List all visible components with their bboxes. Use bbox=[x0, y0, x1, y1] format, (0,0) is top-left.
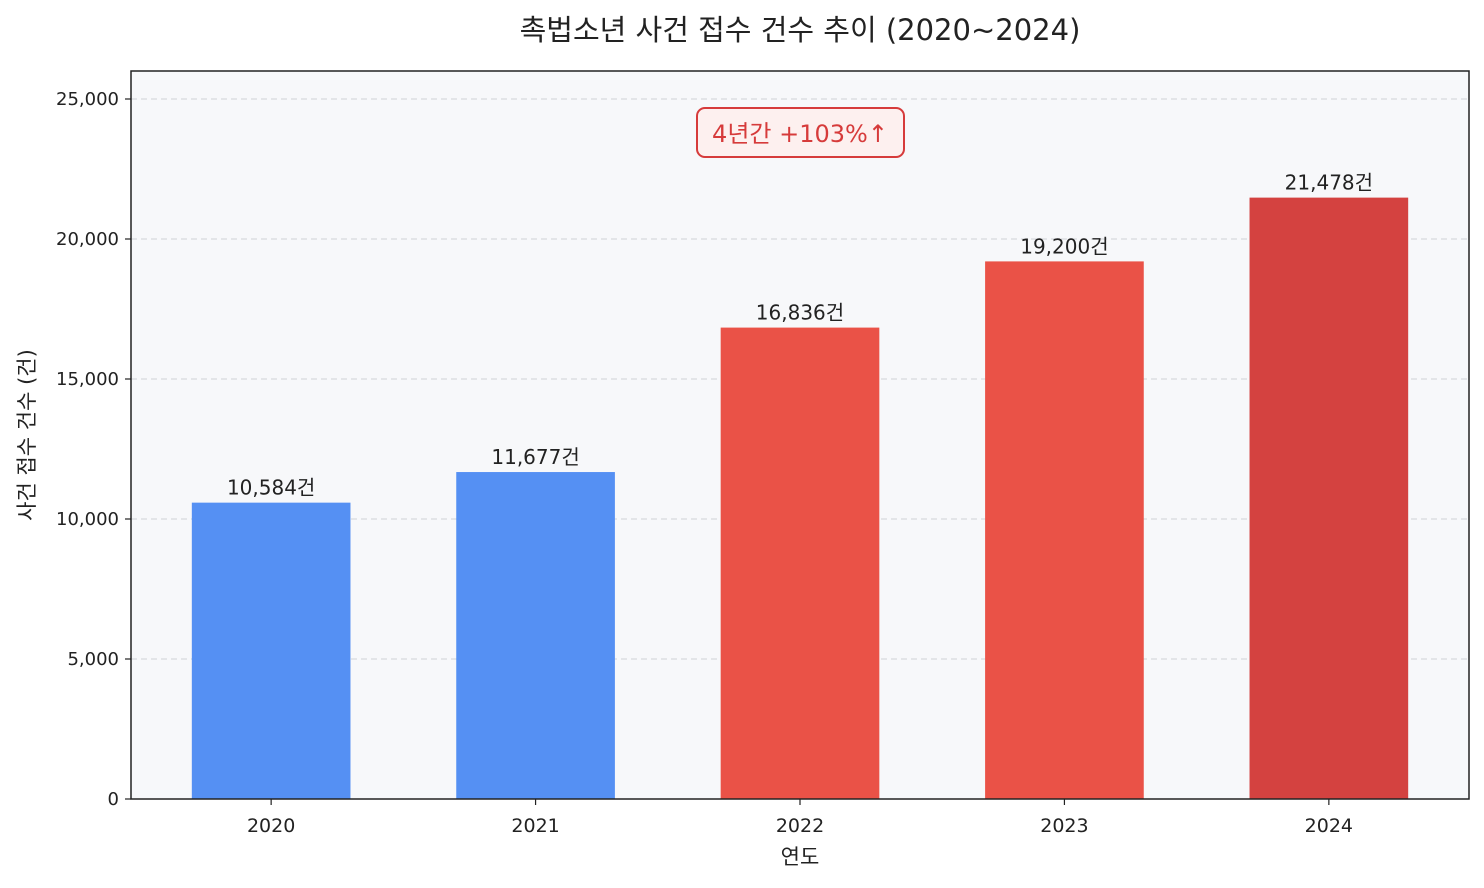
x-tick-label: 2022 bbox=[776, 815, 824, 837]
y-axis-label: 사건 접수 건수 (건) bbox=[15, 349, 39, 521]
y-tick-label: 15,000 bbox=[56, 369, 119, 390]
y-tick-label: 5,000 bbox=[67, 649, 119, 670]
bar-2022 bbox=[720, 327, 880, 799]
bar-2021 bbox=[456, 472, 615, 799]
bar-2024 bbox=[1249, 197, 1409, 800]
x-tick-label: 2021 bbox=[511, 815, 559, 837]
y-tick-label: 25,000 bbox=[56, 89, 119, 110]
chart-title: 촉법소년 사건 접수 건수 추이 (2020~2024) bbox=[520, 13, 1081, 47]
data-label: 16,836건 bbox=[756, 301, 844, 325]
y-tick-label: 10,000 bbox=[56, 509, 119, 530]
x-axis-label: 연도 bbox=[781, 845, 820, 869]
bar-2023 bbox=[985, 261, 1144, 799]
y-tick-label: 20,000 bbox=[56, 229, 119, 250]
y-tick-label: 0 bbox=[108, 789, 119, 810]
data-label: 10,584건 bbox=[227, 476, 315, 500]
data-label: 11,677건 bbox=[491, 445, 579, 469]
x-tick-label: 2023 bbox=[1040, 815, 1088, 837]
x-tick-label: 2020 bbox=[247, 815, 295, 837]
data-label: 19,200건 bbox=[1020, 234, 1108, 258]
x-tick-label: 2024 bbox=[1305, 815, 1353, 837]
annotation-text: 4년간 +103%↑ bbox=[712, 120, 888, 148]
annotation-box bbox=[696, 107, 905, 158]
bar-2020 bbox=[191, 502, 351, 799]
annotation: 4년간 +103%↑ bbox=[696, 107, 905, 158]
data-label: 21,478건 bbox=[1285, 171, 1373, 195]
